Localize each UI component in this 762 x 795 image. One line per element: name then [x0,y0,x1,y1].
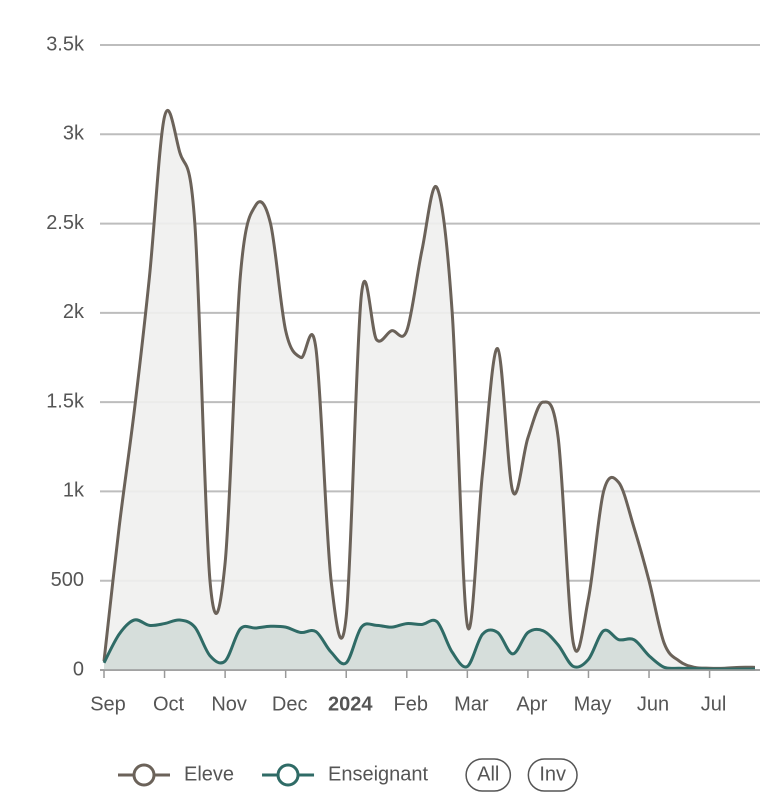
series-area [104,110,755,670]
series-area [104,619,755,670]
legend-label: Enseignant [328,763,429,785]
legend-label: Eleve [184,763,234,785]
x-tick-label: Jul [701,693,727,715]
y-tick-label: 1.5k [46,390,85,412]
button-label: Inv [539,763,566,785]
button-label: All [477,763,499,785]
legend-item[interactable]: Enseignant [262,763,429,787]
x-tick-label: Apr [516,693,547,715]
x-tick-label: Feb [394,693,428,715]
x-tick-label: 2024 [328,693,373,715]
y-tick-label: 0 [73,658,84,680]
y-tick-label: 3k [63,123,85,145]
y-tick-label: 1k [63,480,85,502]
x-tick-label: May [574,693,612,715]
button-outline [527,758,578,792]
series-line [102,108,756,670]
legend-button[interactable]: Inv [527,758,578,792]
button-outline [465,758,512,792]
legend-item[interactable]: Eleve [118,763,234,787]
y-tick-label: 500 [51,569,84,591]
series-line [102,618,755,671]
x-tick-label: Dec [272,693,308,715]
legend-marker [132,763,156,787]
legend-button[interactable]: All [465,758,512,792]
y-tick-label: 2.5k [46,212,85,234]
x-tick-label: Oct [153,693,185,715]
y-tick-label: 2k [63,301,85,323]
x-tick-label: Sep [90,693,126,715]
x-tick-label: Mar [454,693,489,715]
x-tick-label: Nov [211,693,247,715]
y-tick-label: 3.5k [46,33,85,55]
x-tick-label: Jun [637,693,669,715]
legend-marker [276,763,300,787]
